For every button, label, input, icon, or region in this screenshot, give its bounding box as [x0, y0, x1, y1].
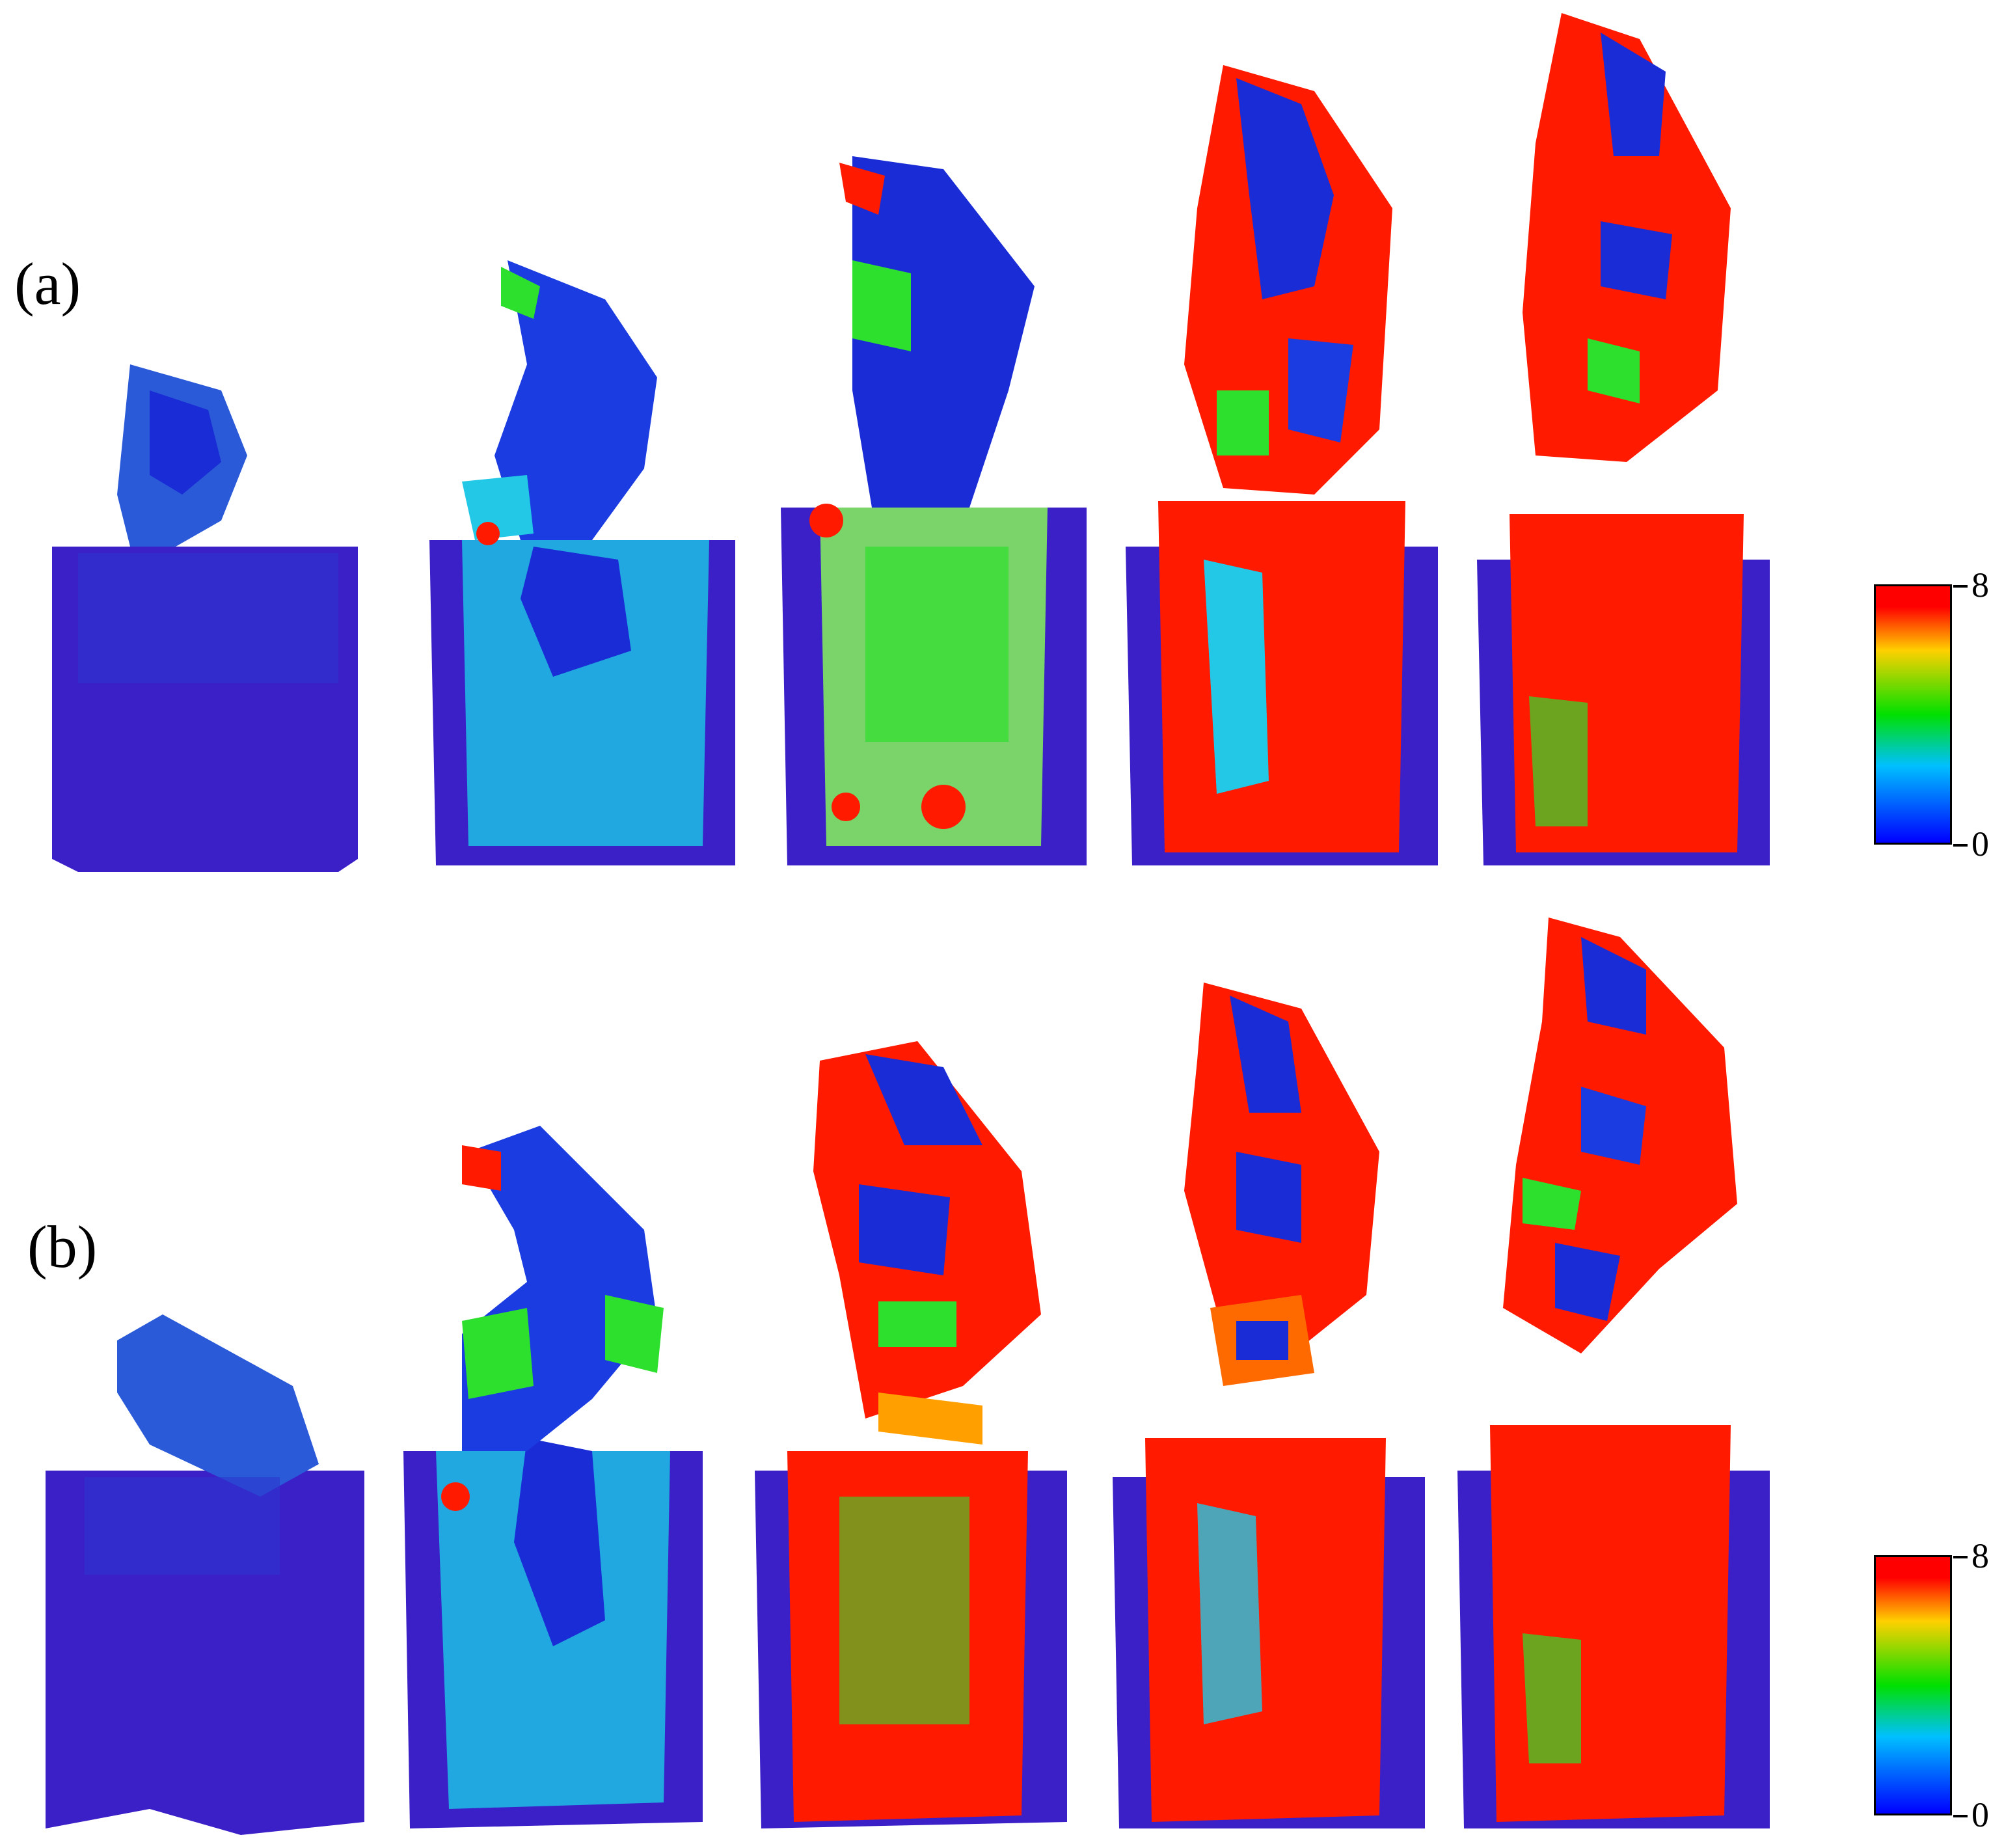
row-b-frame-5 [1451, 917, 1776, 1841]
row-a-frame-3 [774, 156, 1093, 878]
row-b-frame-1 [46, 1314, 371, 1848]
row-b-frame-2 [397, 1126, 716, 1841]
colorbar-b-max-label: 8 [1953, 1536, 1989, 1575]
row-b-frame-4 [1106, 983, 1431, 1841]
row-b-frame-3 [748, 1041, 1074, 1841]
row-a-frame-5 [1470, 13, 1776, 878]
colorbar-a [1874, 584, 1952, 845]
row-a-frame-4 [1119, 65, 1444, 878]
panel-label-b: (b) [27, 1214, 98, 1280]
colorbar-a-max-label: 8 [1953, 565, 1989, 605]
colorbar-b [1874, 1555, 1952, 1815]
row-a-frame-2 [423, 260, 742, 878]
colorbar-a-min-label: 0 [1953, 824, 1989, 863]
row-a-frame-1 [52, 364, 364, 878]
panel-label-a: (a) [14, 251, 81, 317]
colorbar-b-min-label: 0 [1953, 1795, 1989, 1834]
